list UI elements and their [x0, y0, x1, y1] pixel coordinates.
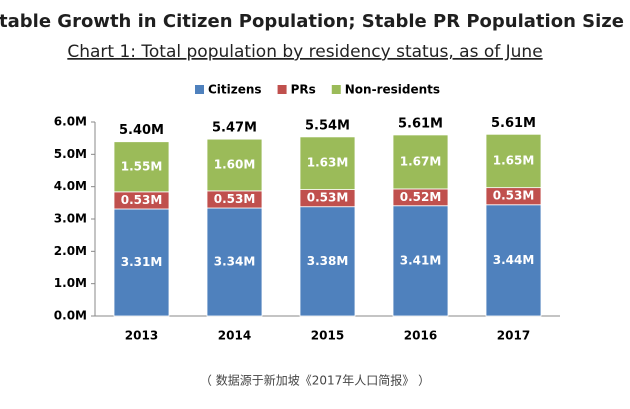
data-label: 1.67M: [400, 154, 442, 168]
data-label: 3.41M: [400, 253, 442, 267]
x-tick-label: 2016: [404, 329, 437, 343]
total-label: 5.61M: [398, 116, 443, 131]
data-label: 0.53M: [307, 191, 349, 205]
total-label: 5.61M: [491, 116, 536, 131]
data-label: 0.53M: [121, 193, 163, 207]
bar-segment: [299, 136, 356, 190]
data-label: 0.53M: [493, 189, 535, 203]
caption: （ 数据源于新加坡《2017年人口简报》 ）: [200, 373, 430, 388]
legend-swatch: [195, 85, 204, 94]
legend-label: PRs: [291, 83, 316, 97]
data-label: 1.63M: [307, 156, 349, 170]
y-tick-label: 1.0M: [54, 276, 87, 290]
legend-label: Non-residents: [345, 83, 440, 97]
total-label: 5.40M: [119, 123, 164, 138]
bar-segment: [485, 133, 542, 189]
legend-label: Citizens: [208, 83, 262, 97]
x-tick-label: 2013: [125, 329, 158, 343]
data-label: 0.53M: [214, 192, 256, 206]
total-label: 5.54M: [305, 118, 350, 133]
bar-segment: [299, 206, 356, 317]
data-label: 3.38M: [307, 254, 349, 268]
y-tick-label: 4.0M: [54, 179, 87, 193]
chart-title: Stable Growth in Citizen Population; Sta…: [0, 11, 624, 32]
bar-segment: [392, 134, 449, 190]
x-tick-label: 2017: [497, 329, 530, 343]
data-label: 3.31M: [121, 255, 163, 269]
y-tick-label: 0.0M: [54, 309, 87, 323]
y-tick-label: 3.0M: [54, 212, 87, 226]
y-tick-label: 2.0M: [54, 244, 87, 258]
total-label: 5.47M: [212, 121, 257, 136]
data-label: 1.60M: [214, 158, 256, 172]
bar-segment: [113, 208, 170, 317]
data-label: 1.65M: [493, 153, 535, 167]
chart-subtitle: Chart 1: Total population by residency s…: [67, 42, 542, 62]
bar-segment: [485, 204, 542, 317]
x-tick-label: 2015: [311, 329, 344, 343]
y-tick-label: 5.0M: [54, 147, 87, 161]
bar-segment: [392, 205, 449, 317]
bar-segment: [206, 138, 263, 192]
data-label: 3.44M: [493, 253, 535, 267]
x-tick-label: 2014: [218, 329, 251, 343]
data-label: 0.52M: [400, 190, 442, 204]
legend-swatch: [277, 85, 287, 94]
y-tick-label: 6.0M: [54, 115, 87, 129]
legend-swatch: [331, 85, 341, 94]
bar-segment: [113, 141, 170, 193]
data-label: 3.34M: [214, 255, 256, 269]
data-label: 1.55M: [121, 159, 163, 173]
